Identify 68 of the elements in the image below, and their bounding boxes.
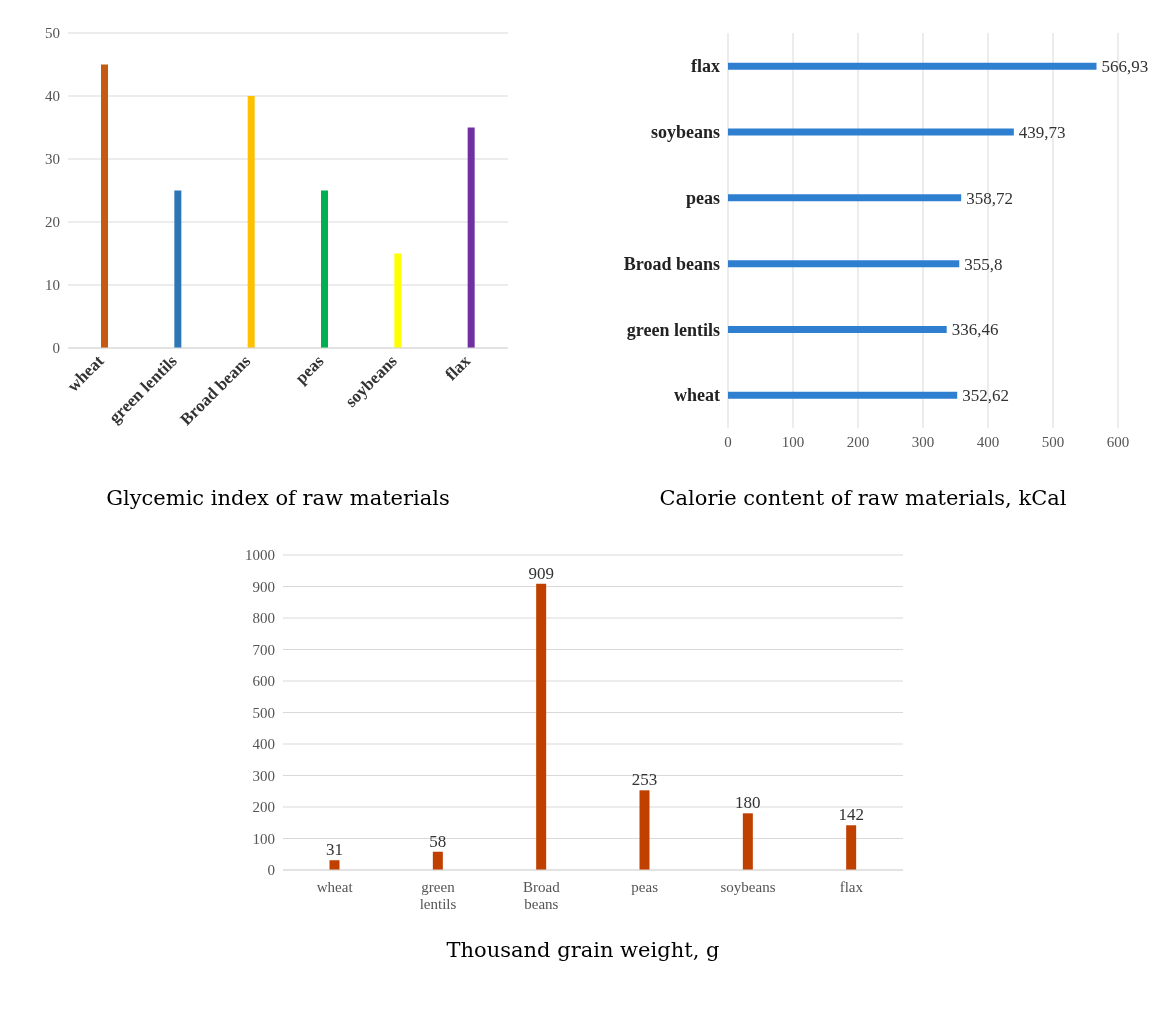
x-tick-label: flax [839, 879, 864, 895]
y-tick-label: 1000 [245, 547, 275, 564]
x-tick-label: 0 [724, 433, 732, 450]
data-label: 336,46 [951, 320, 999, 340]
y-tick-label: flax [691, 56, 720, 77]
data-label: 58 [429, 831, 447, 851]
y-tick-label: 10 [45, 277, 60, 294]
x-tick-label: 600 [1106, 433, 1130, 450]
y-tick-label: 600 [252, 673, 275, 690]
data-label: 142 [838, 805, 864, 825]
x-tick-label: flax [441, 351, 475, 385]
bar [728, 325, 947, 333]
bar [467, 127, 475, 348]
x-tick-label: green lentils [419, 879, 457, 912]
bar [639, 790, 650, 870]
bar [728, 194, 962, 202]
x-tick-label: 400 [976, 433, 1000, 450]
y-tick-label: 300 [252, 767, 275, 784]
data-label: 909 [528, 563, 554, 583]
y-tick-label: 900 [252, 578, 275, 595]
bar [728, 391, 958, 399]
bar [321, 190, 328, 348]
bar [101, 64, 108, 348]
text: Glycemic index of raw materials [105, 486, 451, 510]
data-label: 253 [631, 770, 658, 790]
y-tick-label: 400 [252, 736, 275, 753]
y-tick-label: Broad beans [623, 253, 720, 274]
y-tick-label: soybeans [650, 122, 720, 143]
x-tick-label: 100 [781, 433, 805, 450]
data-label: 566,93 [1101, 57, 1149, 77]
bar [174, 190, 182, 348]
bar [728, 128, 1014, 136]
x-tick-label: Broad beans [523, 879, 561, 912]
y-tick-label: 500 [252, 704, 275, 721]
data-label: 180 [735, 793, 761, 813]
bar [742, 813, 753, 870]
y-tick-label: 0 [267, 862, 275, 879]
x-tick-label: wheat [316, 879, 354, 895]
y-tick-label: green lentils [626, 319, 720, 340]
bar [432, 851, 443, 870]
data-label: 358,72 [966, 188, 1013, 208]
bar [394, 253, 402, 348]
y-tick-label: 200 [252, 799, 275, 816]
bar [728, 260, 960, 268]
y-tick-label: 20 [45, 214, 60, 231]
bar [728, 62, 1097, 70]
y-tick-label: 100 [252, 830, 275, 847]
x-tick-label: 200 [846, 433, 870, 450]
y-tick-label: 30 [45, 151, 60, 168]
y-tick-label: peas [685, 187, 720, 208]
bar [329, 860, 340, 870]
data-label: 355,8 [964, 254, 1003, 274]
y-tick-label: 800 [252, 610, 275, 627]
y-tick-label: 0 [52, 340, 60, 357]
bar [536, 583, 547, 870]
text: Calorie content of raw materials, kCal [658, 486, 1068, 510]
y-tick-label: 40 [45, 88, 60, 105]
data-label: 352,62 [962, 386, 1009, 406]
y-tick-label: 700 [252, 641, 275, 658]
data-label: 31 [326, 840, 343, 860]
y-tick-label: 50 [45, 25, 60, 42]
bar [247, 96, 255, 348]
x-tick-label: 500 [1041, 433, 1065, 450]
x-tick-label: soybeans [720, 879, 776, 895]
data-label: 439,73 [1018, 122, 1066, 142]
bar [846, 825, 857, 870]
x-tick-label: 300 [911, 433, 935, 450]
text: Thousand grain weight, g [445, 938, 721, 962]
